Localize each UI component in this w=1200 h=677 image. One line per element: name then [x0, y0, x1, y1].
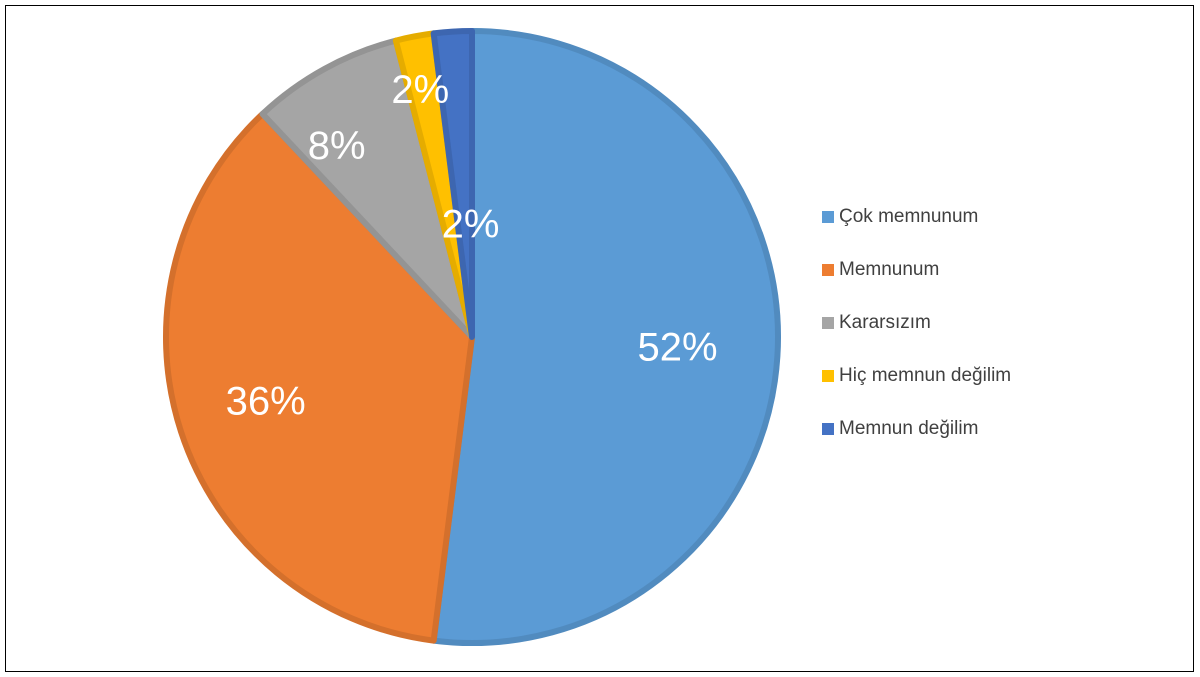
legend-label: Çok memnunum	[839, 206, 978, 227]
legend-swatch	[822, 423, 834, 435]
pie-slice	[163, 110, 475, 644]
pie-slice	[259, 37, 475, 340]
pie-slice-edge	[259, 37, 475, 340]
data-label: 36%	[226, 380, 306, 424]
pie-slice-edge	[430, 28, 475, 340]
legend-label: Memnunum	[839, 259, 939, 280]
legend-swatch	[822, 370, 834, 382]
legend-label: Hiç memnun değilim	[839, 365, 1011, 386]
legend-swatch	[822, 211, 834, 223]
data-label: 2%	[391, 68, 449, 112]
data-label: 8%	[308, 124, 366, 168]
data-label: 2%	[442, 203, 500, 247]
legend-label: Kararsızım	[839, 312, 931, 333]
legend-label: Memnun değilim	[839, 418, 978, 439]
legend-swatch	[822, 264, 834, 276]
pie-slice-edge	[163, 110, 475, 644]
pie-slice-edge	[430, 28, 781, 646]
legend-swatch	[822, 317, 834, 329]
data-label: 52%	[638, 325, 718, 369]
pie-slice	[430, 28, 781, 646]
pie-slice	[430, 28, 475, 340]
